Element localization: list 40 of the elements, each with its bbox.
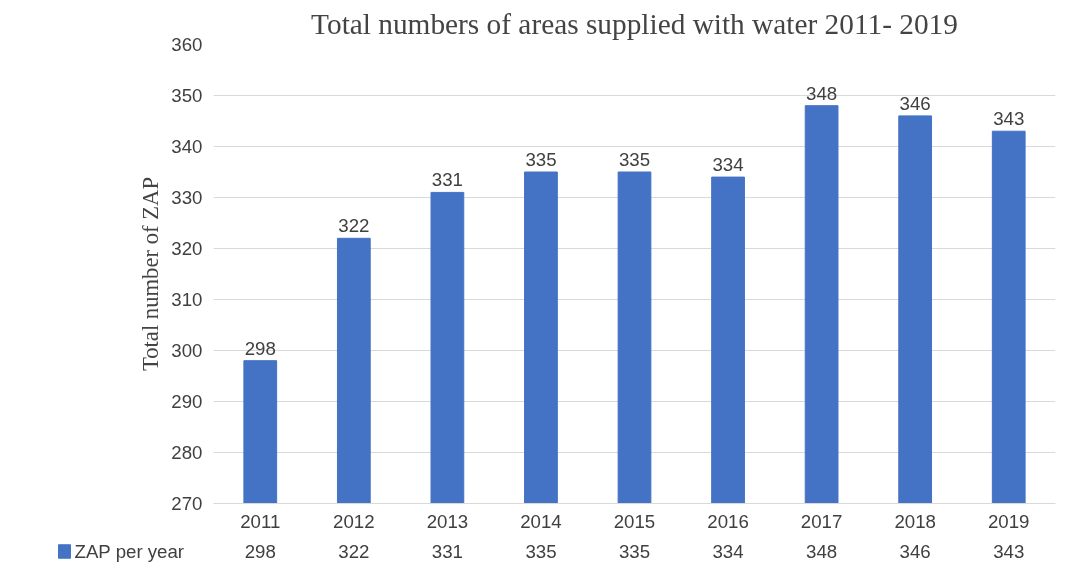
y-tick-label: 280 xyxy=(171,442,203,463)
x-tick-label: 2018 xyxy=(894,510,936,532)
x-tick-label: 2013 xyxy=(426,510,469,532)
x-tick-label: 2016 xyxy=(707,510,749,532)
annotation: 343 xyxy=(993,108,1025,130)
x-tick-label: 2011 xyxy=(240,510,281,532)
x-tick-label: 2012 xyxy=(333,510,375,532)
data-label: 343 xyxy=(993,541,1025,562)
annotation: 322 xyxy=(338,215,370,237)
annotation: 346 xyxy=(899,92,931,114)
chart-title: Total numbers of areas supplied with water 2011- 2019 xyxy=(311,7,958,40)
data-label: 348 xyxy=(806,541,838,562)
y-tick-label: 330 xyxy=(171,187,203,208)
y-tick-label: 290 xyxy=(171,391,203,412)
y-tick-label: 300 xyxy=(171,340,203,361)
data-label: 346 xyxy=(899,541,931,562)
annotation: 298 xyxy=(244,337,276,359)
annotation: 331 xyxy=(431,169,463,191)
y-tick-label: 310 xyxy=(171,289,203,310)
data-label: 322 xyxy=(338,541,370,562)
x-tick-label: 2017 xyxy=(800,510,843,532)
data-label: 298 xyxy=(244,541,276,562)
data-label: 334 xyxy=(712,541,744,562)
y-tick-label: 360 xyxy=(171,34,203,55)
y-tick-label: 340 xyxy=(171,136,203,157)
y-tick-label: 320 xyxy=(171,238,203,259)
x-tick-label: 2014 xyxy=(520,510,562,532)
data-label: 331 xyxy=(431,541,463,562)
y-axis-title: Total number of ZAP xyxy=(138,176,164,372)
y-tick-label: 350 xyxy=(171,85,203,106)
annotation: 335 xyxy=(525,149,557,170)
annotation: 334 xyxy=(712,154,744,176)
x-tick-label: 2019 xyxy=(987,510,1030,532)
data-label: 335 xyxy=(525,541,557,562)
legend-label: ZAP per year xyxy=(74,541,185,562)
data-label: 335 xyxy=(618,541,651,562)
y-tick-label: 270 xyxy=(171,493,203,514)
annotation: 348 xyxy=(806,82,838,104)
x-tick-label: 2015 xyxy=(613,510,656,532)
annotation: 335 xyxy=(618,149,651,170)
